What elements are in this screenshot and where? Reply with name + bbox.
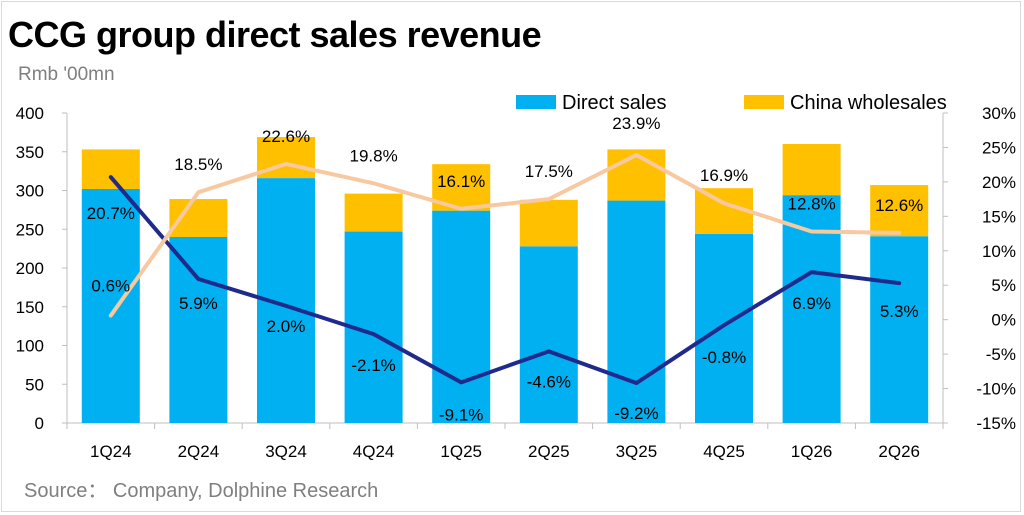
right-axis-tick-label: 10% [982, 242, 1016, 261]
light-line-data-label: 19.8% [349, 146, 397, 165]
legend-label-direct-sales: Direct sales [562, 92, 666, 114]
right-axis-tick-label: -5% [986, 345, 1016, 364]
bar-china-wholesales [344, 193, 403, 232]
x-axis-tick-label: 1Q26 [791, 442, 833, 461]
dark-line-data-label: 5.3% [880, 302, 919, 321]
bar-direct-sales [519, 246, 578, 423]
right-axis-tick-label: -15% [976, 414, 1016, 433]
growth-line-dark [108, 175, 902, 386]
dark-line-data-label: -2.1% [351, 356, 395, 375]
dark-line-data-label: -9.2% [614, 404, 658, 423]
left-axis-tick-label: 400 [16, 104, 44, 123]
left-axis-tick-label: 150 [16, 298, 44, 317]
light-line-data-label: 17.5% [525, 162, 573, 181]
right-axis-tick-label: 20% [982, 173, 1016, 192]
x-axis-tick-label: 3Q25 [616, 442, 658, 461]
bar-direct-sales [432, 210, 491, 423]
x-axis-tick-label: 2Q24 [178, 442, 220, 461]
bar-direct-sales [695, 233, 753, 423]
light-line-data-label: 16.1% [437, 172, 485, 191]
light-line-data-label: 16.9% [700, 166, 748, 185]
left-axis-tick-label: 50 [25, 375, 44, 394]
x-axis-tick-label: 4Q24 [353, 442, 395, 461]
growth-line-light [108, 153, 902, 318]
right-axis-tick-label: 5% [991, 276, 1016, 295]
bar-china-wholesales [782, 144, 841, 196]
light-line-data-label: 23.9% [612, 114, 660, 133]
bar-direct-sales [870, 236, 929, 423]
left-axis-tick-label: 100 [16, 337, 44, 356]
chart-title: CCG group direct sales revenue [8, 14, 542, 55]
x-axis-tick-label: 4Q25 [703, 442, 745, 461]
light-line-data-label: 12.6% [875, 196, 923, 215]
x-axis-tick-label: 3Q24 [265, 442, 307, 461]
x-axis-tick-label: 2Q25 [528, 442, 570, 461]
dark-line-data-label: -4.6% [527, 372, 571, 391]
dark-line-data-label: 5.9% [179, 294, 218, 313]
dark-line-data-label: 20.7% [87, 204, 135, 223]
right-axis-tick-label: 15% [982, 207, 1016, 226]
dark-line-data-label: 2.0% [267, 317, 306, 336]
right-axis-tick-label: -10% [976, 380, 1016, 399]
left-axis-tick-label: 300 [16, 182, 44, 201]
light-line-data-label: 22.6% [262, 127, 310, 146]
legend-label-china-wholesales: China wholesales [790, 92, 947, 114]
legend-swatch-direct-sales [516, 95, 556, 109]
x-axis-tick-label: 1Q24 [90, 442, 132, 461]
unit-label: Rmb '00mn [18, 64, 115, 85]
right-axis-tick-label: 25% [982, 138, 1016, 157]
legend-swatch-china-wholesales [744, 95, 784, 109]
right-axis-tick-label: 30% [982, 104, 1016, 123]
bar-china-wholesales [607, 149, 666, 201]
dark-line-data-label: -0.8% [702, 348, 746, 367]
bar-china-wholesales [81, 149, 140, 189]
light-line-data-label: 0.6% [91, 277, 130, 296]
bar-china-wholesales [519, 199, 578, 247]
left-axis-tick-label: 0 [35, 414, 44, 433]
light-line-data-label: 12.8% [787, 194, 835, 213]
left-axis-tick-label: 200 [16, 259, 44, 278]
source-note: Source： Company, Dolphine Research [24, 480, 379, 502]
right-axis-tick-label: 0% [991, 311, 1016, 330]
bar-direct-sales [607, 200, 666, 423]
x-axis-tick-label: 1Q25 [440, 442, 482, 461]
x-axis-tick-label: 2Q26 [878, 442, 920, 461]
left-axis-tick-label: 250 [16, 220, 44, 239]
left-axis-tick-label: 350 [16, 143, 44, 162]
light-line-data-label: 18.5% [174, 155, 222, 174]
dark-line-data-label: 6.9% [792, 294, 831, 313]
bar-china-wholesales [870, 185, 929, 237]
bar-direct-sales [81, 188, 140, 423]
dark-line-data-label: -9.1% [439, 405, 483, 424]
bar-direct-sales [169, 237, 228, 423]
